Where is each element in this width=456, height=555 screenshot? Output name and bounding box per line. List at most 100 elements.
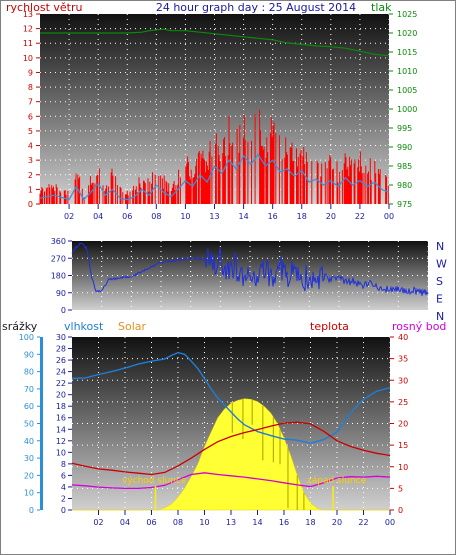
pressure-tick-label: 975 (397, 200, 412, 209)
hour-tick-label: 02 (64, 212, 74, 221)
pressure-tick-label: 1005 (397, 86, 417, 95)
hour-tick-label: 02 (93, 518, 103, 527)
wind-speed-tick-label: 8 (28, 83, 33, 92)
humidity-tick-label: 8 (61, 460, 66, 469)
humidity-tick-label: 12 (56, 437, 66, 446)
wind-speed-tick-label: 6 (28, 112, 33, 121)
wind-speed-tick-label: 7 (28, 98, 33, 107)
rain-tick-label: 100 (19, 333, 34, 342)
temperature-line (71, 421, 391, 476)
humidity-tick-label: 10 (56, 448, 66, 457)
rain-tick-label: 70 (24, 385, 34, 394)
rain-tick-label: 20 (24, 471, 34, 480)
pressure-tick-label: 990 (397, 143, 412, 152)
wind-direction-line (71, 242, 429, 296)
hour-tick-label: 06 (146, 518, 156, 527)
hour-tick-label: 06 (122, 212, 132, 221)
hour-tick-label: 04 (93, 212, 103, 221)
pressure-tick-label: 1000 (397, 105, 417, 114)
humidity-tick-label: 20 (56, 391, 66, 400)
rain-tick-label: 60 (24, 402, 34, 411)
humidity-tick-label: 2 (61, 494, 66, 503)
dewpoint-axis-title: rosný bod (392, 320, 446, 333)
wind-speed-tick-label: 2 (28, 171, 33, 180)
humidity-tick-label: 16 (56, 414, 66, 423)
hour-tick-label: 10 (180, 212, 190, 221)
humidity-tick-label: 4 (61, 483, 66, 492)
humidity-axis-title: vlhkost (64, 320, 104, 333)
direction-tick-label: 270 (51, 254, 66, 263)
humidity-tick-label: 28 (56, 345, 66, 354)
wind-speed-tick-label: 0 (28, 200, 33, 209)
temperature-tick-label: 35 (398, 355, 408, 364)
hour-tick-label: 00 (385, 518, 395, 527)
humidity-tick-label: 24 (56, 368, 66, 377)
compass-label: S (436, 275, 443, 288)
hour-tick-label: 04 (120, 518, 130, 527)
humidity-tick-label: 14 (56, 425, 66, 434)
humidity-tick-label: 22 (56, 379, 66, 388)
hour-tick-label: 16 (279, 518, 289, 527)
wind-average-line (39, 153, 390, 201)
compass-label: W (436, 258, 447, 271)
wind-speed-tick-label: 13 (23, 10, 33, 19)
direction-tick-label: 0 (61, 306, 66, 315)
hour-tick-label: 20 (332, 518, 342, 527)
wind-speed-tick-label: 1 (28, 185, 33, 194)
direction-tick-label: 180 (51, 272, 66, 281)
hour-tick-label: 22 (358, 518, 368, 527)
rain-tick-label: 80 (24, 368, 34, 377)
pressure-tick-label: 1015 (397, 48, 417, 57)
temperature-tick-label: 0 (398, 506, 403, 515)
solar-area (72, 398, 390, 511)
temperature-tick-label: 10 (398, 463, 408, 472)
pressure-tick-label: 1025 (397, 10, 417, 19)
pressure-tick-label: 985 (397, 162, 412, 171)
temperature-tick-label: 5 (398, 484, 403, 493)
temperature-axis-title: teplota (310, 320, 349, 333)
wind-speed-tick-label: 9 (28, 68, 33, 77)
pressure-tick-label: 980 (397, 181, 412, 190)
direction-tick-label: 360 (51, 237, 66, 246)
rain-tick-label: 50 (24, 420, 34, 429)
humidity-tick-label: 18 (56, 402, 66, 411)
rain-axis-title: srážky (2, 320, 38, 333)
compass-label: N (436, 310, 444, 323)
rain-tick-label: 0 (29, 506, 34, 515)
temperature-tick-label: 20 (398, 420, 408, 429)
pressure-axis-title: tlak (371, 1, 392, 14)
wind-speed-axis-title: rychlost větru (6, 1, 82, 14)
temperature-tick-label: 15 (398, 441, 408, 450)
rain-tick-label: 30 (24, 454, 34, 463)
pressure-tick-label: 1020 (397, 29, 417, 38)
sunset-label: západ slunce (307, 476, 367, 486)
sunrise-label: východ slunce (122, 476, 187, 486)
hour-tick-label: 20 (326, 212, 336, 221)
humidity-tick-label: 6 (61, 471, 66, 480)
pressure-line (40, 28, 390, 57)
rain-tick-label: 40 (24, 437, 34, 446)
humidity-tick-label: 0 (61, 506, 66, 515)
wind-speed-tick-label: 12 (23, 25, 33, 34)
hour-tick-label: 18 (305, 518, 315, 527)
chart-title: 24 hour graph day : 25 August 2014 (156, 1, 356, 14)
compass-label: N (436, 240, 444, 253)
humidity-tick-label: 30 (56, 333, 66, 342)
hour-tick-label: 08 (173, 518, 183, 527)
temperature-tick-label: 30 (398, 376, 408, 385)
compass-label: E (436, 293, 443, 306)
hour-tick-label: 00 (384, 212, 394, 221)
hour-tick-label: 08 (151, 212, 161, 221)
wind-speed-tick-label: 4 (28, 142, 33, 151)
wind-speed-tick-label: 3 (28, 156, 33, 165)
rain-axis-bar (40, 337, 43, 510)
dewpoint-line (71, 472, 391, 490)
wind-speed-tick-label: 10 (23, 54, 33, 63)
temperature-tick-label: 25 (398, 398, 408, 407)
hour-tick-label: 10 (199, 518, 209, 527)
wind-speed-tick-label: 5 (28, 127, 33, 136)
solar-axis-title: Solar (118, 320, 147, 333)
hour-tick-label: 16 (268, 212, 278, 221)
hour-tick-label: 22 (355, 212, 365, 221)
